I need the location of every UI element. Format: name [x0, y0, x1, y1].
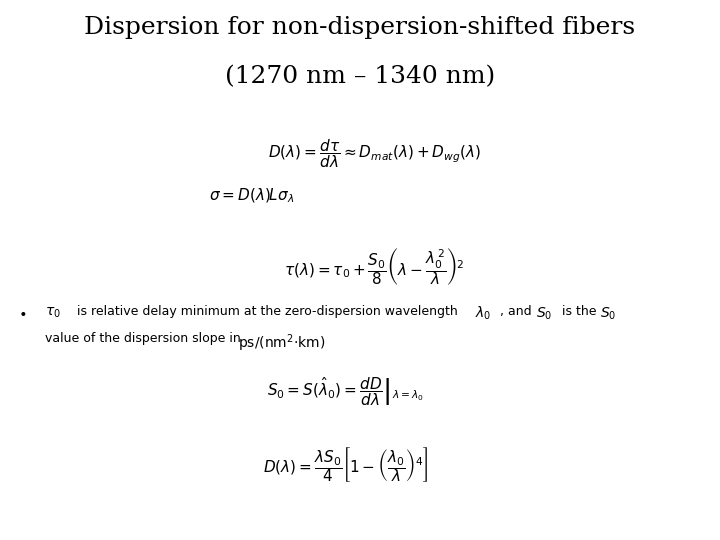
Text: Dispersion for non-dispersion-shifted fibers: Dispersion for non-dispersion-shifted fi…	[84, 16, 636, 39]
Text: $\lambda_0$: $\lambda_0$	[475, 305, 492, 322]
Text: $D(\lambda) = \dfrac{d\tau}{d\lambda} \approx D_{mat}(\lambda) + D_{wg}(\lambda): $D(\lambda) = \dfrac{d\tau}{d\lambda} \a…	[268, 138, 481, 171]
Text: is relative delay minimum at the zero-dispersion wavelength: is relative delay minimum at the zero-di…	[73, 305, 457, 318]
Text: $\sigma = D(\lambda)L\sigma_{\lambda}$: $\sigma = D(\lambda)L\sigma_{\lambda}$	[210, 186, 294, 205]
Text: $D(\lambda) = \dfrac{\lambda S_0}{4}\left[1 - \left(\dfrac{\lambda_0}{\lambda}\r: $D(\lambda) = \dfrac{\lambda S_0}{4}\lef…	[263, 446, 428, 484]
Text: is the: is the	[558, 305, 596, 318]
Text: , and: , and	[500, 305, 532, 318]
Text: $\tau_0$: $\tau_0$	[45, 305, 61, 320]
Text: $S_0$: $S_0$	[600, 305, 617, 321]
Text: value of the dispersion slope in: value of the dispersion slope in	[45, 332, 241, 345]
Text: $\mathrm{ps/(nm^2{\cdot}km)}$: $\mathrm{ps/(nm^2{\cdot}km)}$	[238, 332, 325, 354]
Text: $\bullet$: $\bullet$	[18, 305, 27, 319]
Text: (1270 nm – 1340 nm): (1270 nm – 1340 nm)	[225, 65, 495, 88]
Text: $\tau(\lambda) = \tau_0 + \dfrac{S_0}{8}\left(\lambda - \dfrac{\lambda_0^{\,2}}{: $\tau(\lambda) = \tau_0 + \dfrac{S_0}{8}…	[284, 246, 464, 287]
Text: $S_0 = S(\hat{\lambda}_0) = \left.\dfrac{dD}{d\lambda}\right|_{\lambda=\lambda_0: $S_0 = S(\hat{\lambda}_0) = \left.\dfrac…	[267, 375, 424, 408]
Text: $S_0$: $S_0$	[536, 305, 553, 321]
